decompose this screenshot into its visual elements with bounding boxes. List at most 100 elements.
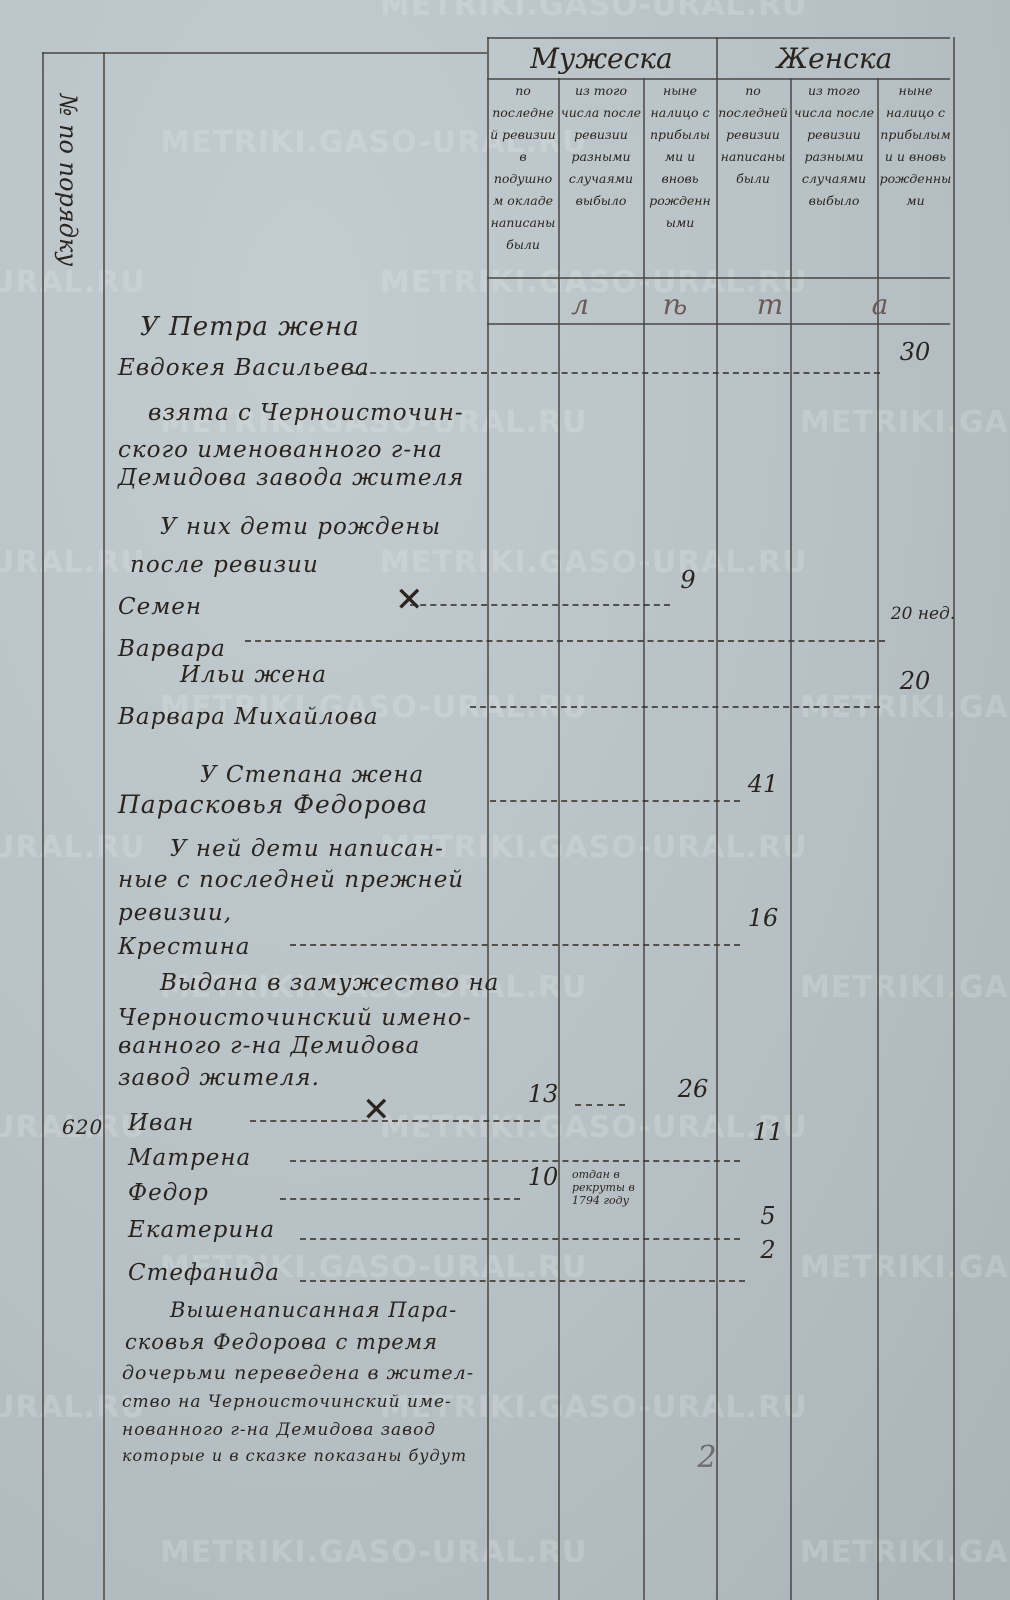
column-header: ныне налицо с прибылыми и вновь рожденны… [879, 83, 952, 208]
top-rule [487, 37, 950, 39]
entry-text: Крестина [118, 934, 251, 960]
dash-leader [490, 800, 740, 802]
column-rule [953, 37, 955, 1600]
entry-text: У ней дети написан- [170, 836, 444, 862]
header-rule [487, 277, 950, 279]
age-letter: л [571, 288, 589, 321]
entry-text: Вышенаписанная Пара- [170, 1298, 458, 1322]
watermark: METRIKI.GASO-URAL.RU [800, 1535, 1010, 1570]
watermark: METRIKI.GASO-URAL.RU [160, 970, 588, 1005]
watermark: URAL.RU [0, 1390, 146, 1425]
entry-text: ные с последней прежней [118, 867, 465, 893]
entry-text: Варвара Михайлова [118, 704, 379, 730]
entry-text: Екатерина [128, 1217, 276, 1243]
column-rule [558, 78, 560, 1600]
watermark: METRIKI.GASO-URAL.RU [380, 0, 808, 23]
entry-text: которые и в сказке показаны будут [122, 1446, 468, 1465]
recruit-note: отдан в рекруты в 1794 году [572, 1168, 635, 1207]
age-letter: т [756, 288, 784, 321]
column-header: по последней ревизии в подушном окладе н… [490, 83, 556, 252]
age-letter: а [871, 288, 889, 321]
watermark: URAL.RU [0, 545, 146, 580]
entry-text: Иван [128, 1110, 195, 1136]
value-female-last-revision: 41 [747, 770, 779, 798]
value-female-present: 20 [899, 667, 931, 695]
value-female-present: 20 нед. [890, 604, 956, 624]
value-female-last-revision: 16 [747, 904, 779, 932]
column-header: по последней ревизии написаны были [718, 83, 788, 186]
entry-text: нованного г-на Демидова завод [122, 1420, 437, 1440]
entry-text: Матрена [128, 1145, 252, 1171]
column-header: ныне налицо с прибылыми и вновь рожденны… [649, 83, 711, 230]
entry-text: ванного г-на Демидова [118, 1033, 421, 1059]
entry-number: 620 [62, 1115, 104, 1139]
female-group-header: Женска [776, 42, 893, 75]
dash-leader [575, 1104, 625, 1106]
dash-leader [470, 706, 880, 708]
value-female-present: 30 [899, 338, 931, 366]
entry-text: Федор [128, 1180, 209, 1206]
entry-text: Евдокея Васильева [118, 355, 370, 381]
letters-rule [487, 323, 950, 325]
male-group-header: Мужеска [530, 42, 673, 75]
watermark: METRIKI.GASO-URAL.RU [380, 545, 808, 580]
value-male-present: 9 [680, 566, 696, 594]
group-rule [487, 78, 950, 80]
entry-text: ство на Черноисточинский име- [122, 1392, 452, 1412]
dash-leader [245, 640, 885, 642]
watermark: METRIKI.GASO-URAL.RU [800, 970, 1010, 1005]
entry-text: взята с Черноисточин- [148, 400, 464, 426]
column-rule [103, 52, 105, 1600]
entry-text: ревизии, [118, 900, 233, 926]
column-rule [42, 52, 44, 1600]
entry-text: Варвара [118, 636, 226, 662]
entry-text: ского именованного г-на [118, 437, 444, 463]
value-female-last-revision: 2 [760, 1236, 776, 1264]
watermark: URAL.RU [0, 265, 146, 300]
dash-leader [290, 1160, 740, 1162]
entry-text: У Степана жена [200, 762, 425, 788]
watermark: METRIKI.GASO-URAL.RU [380, 265, 808, 300]
entry-text: после ревизии [130, 552, 319, 578]
dash-leader [290, 944, 740, 946]
dash-leader [250, 1120, 540, 1122]
dash-leader [300, 1280, 745, 1282]
page-mark: 2 [697, 1440, 717, 1475]
entry-text: У них дети рождены [160, 514, 442, 540]
number-column-header: № по порядку [54, 93, 82, 267]
watermark: METRIKI.GASO-URAL.RU [160, 405, 588, 440]
entry-text: Стефанида [128, 1260, 280, 1286]
entry-text: сковья Федорова с тремя [125, 1330, 439, 1354]
dash-leader [300, 1238, 740, 1240]
cross-mark-icon: ✕ [362, 1090, 392, 1130]
watermark: METRIKI.GASO-URAL.RU [160, 125, 588, 160]
column-rule [643, 78, 645, 1600]
watermark: METRIKI.GASO-URAL.RU [800, 1250, 1010, 1285]
watermark: METRIKI.GASO-URAL.RU [160, 1535, 588, 1570]
entry-text: У Петра жена [140, 312, 360, 342]
value-male-present: 26 [677, 1075, 709, 1103]
top-rule [42, 52, 487, 54]
entry-text: Черноисточинский имено- [118, 1005, 472, 1031]
watermark: METRIKI.GASO-URAL.RU [380, 1390, 808, 1425]
dash-leader [280, 1198, 520, 1200]
value-male-last-revision: 13 [527, 1080, 559, 1108]
column-header: из того числа после ревизии разными случ… [560, 83, 642, 208]
entry-text: Выдана в замужество на [160, 970, 500, 996]
watermark: METRIKI.GASO-URAL.RU [800, 405, 1010, 440]
column-rule [487, 37, 489, 1600]
entry-text: Семен [118, 594, 203, 620]
entry-text: Ильи жена [180, 662, 327, 688]
entry-text: дочерьми переведена в жител- [122, 1362, 475, 1384]
cross-mark-icon: ✕ [395, 580, 425, 620]
watermark: URAL.RU [0, 1110, 146, 1145]
dash-leader [410, 604, 670, 606]
value-female-last-revision: 11 [752, 1118, 784, 1146]
entry-text: Демидова завода жителя [118, 465, 465, 491]
entry-text: завод жителя. [118, 1065, 320, 1091]
column-header: из того числа после ревизии разными случ… [793, 83, 875, 208]
value-male-last-revision: 10 [527, 1163, 559, 1191]
age-letter: ѣ [662, 288, 688, 321]
watermark: METRIKI.GASO-URAL.RU [380, 1110, 808, 1145]
column-rule [877, 78, 879, 1600]
